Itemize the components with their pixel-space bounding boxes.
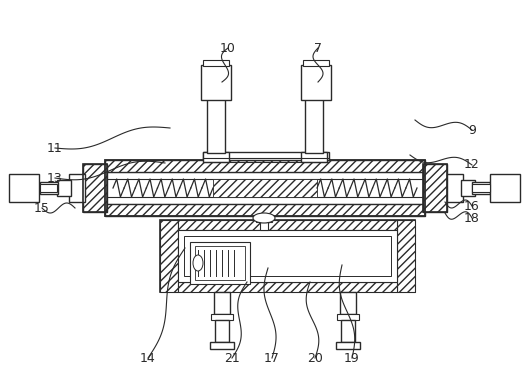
Text: 7: 7 (314, 41, 322, 55)
Bar (178, 220, 397, 230)
Bar (256, 216, 272, 222)
Text: 9: 9 (468, 124, 476, 136)
Bar (160, 220, 178, 292)
Bar (305, 98, 323, 153)
Text: 16: 16 (464, 200, 480, 213)
Text: 12: 12 (464, 158, 480, 172)
Bar (397, 220, 415, 292)
Bar (40, 184, 57, 192)
Bar (178, 230, 397, 282)
Text: 10: 10 (220, 41, 236, 55)
Bar (215, 320, 229, 342)
Bar (336, 342, 360, 349)
Bar (472, 184, 490, 192)
Text: 19: 19 (344, 351, 360, 365)
Text: 18: 18 (464, 211, 480, 225)
Bar (207, 98, 225, 153)
Bar (201, 65, 231, 100)
Bar (472, 182, 490, 194)
Bar (423, 164, 447, 212)
Bar (184, 236, 391, 276)
Bar (490, 174, 520, 202)
Bar (341, 320, 355, 342)
Ellipse shape (193, 255, 203, 271)
Bar (337, 314, 359, 320)
Bar (260, 222, 268, 230)
Bar (190, 242, 250, 284)
Bar (195, 246, 245, 280)
Bar (213, 179, 317, 197)
Bar (178, 282, 397, 292)
Text: 15: 15 (34, 202, 50, 214)
Bar (105, 204, 425, 216)
Bar (203, 152, 329, 160)
Bar (214, 292, 230, 314)
Bar (301, 152, 327, 162)
Bar (423, 164, 447, 212)
Text: 11: 11 (47, 142, 63, 154)
Bar (105, 172, 425, 204)
Bar (303, 60, 329, 66)
Bar (160, 220, 415, 292)
Bar (301, 65, 331, 100)
Bar (83, 164, 107, 212)
Bar (203, 60, 229, 66)
Bar (40, 182, 58, 194)
Bar (210, 342, 234, 349)
Bar (9, 174, 39, 202)
Bar (211, 314, 233, 320)
Ellipse shape (253, 213, 275, 223)
Text: 14: 14 (140, 351, 156, 365)
Bar (105, 160, 425, 172)
Bar (461, 180, 475, 196)
Bar (340, 292, 356, 314)
Bar (447, 174, 463, 202)
Text: 13: 13 (47, 172, 63, 184)
Bar (83, 164, 107, 212)
Bar (203, 152, 229, 162)
Text: 17: 17 (264, 351, 280, 365)
Bar (69, 174, 85, 202)
Bar (105, 160, 425, 216)
Bar (57, 180, 71, 196)
Text: 21: 21 (224, 351, 240, 365)
Text: 20: 20 (307, 351, 323, 365)
